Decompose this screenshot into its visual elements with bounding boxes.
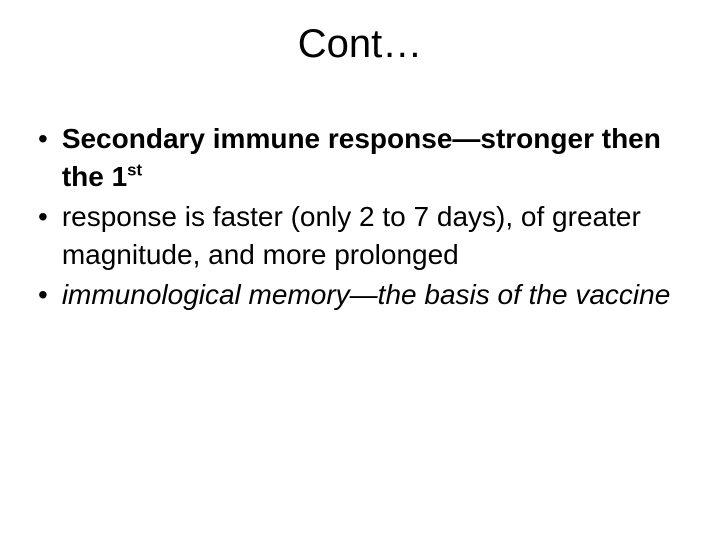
bullet-marker-icon: • [38,198,48,236]
slide-body: • Secondary immune response—stronger the… [38,120,680,316]
bullet-item: • response is faster (only 2 to 7 days),… [38,198,680,274]
bullet-text: response is faster (only 2 to 7 days), o… [62,198,680,274]
bullet-marker-icon: • [38,120,48,158]
bullet-text: immunological memory—the basis of the va… [62,276,670,314]
bullet-item: • Secondary immune response—stronger the… [38,120,680,196]
slide-title: Cont… [0,22,720,67]
bullet-marker-icon: • [38,276,48,314]
slide: Cont… • Secondary immune response—strong… [0,0,720,540]
bullet-text: Secondary immune response—stronger then … [62,120,680,196]
bullet-item: • immunological memory—the basis of the … [38,276,680,314]
